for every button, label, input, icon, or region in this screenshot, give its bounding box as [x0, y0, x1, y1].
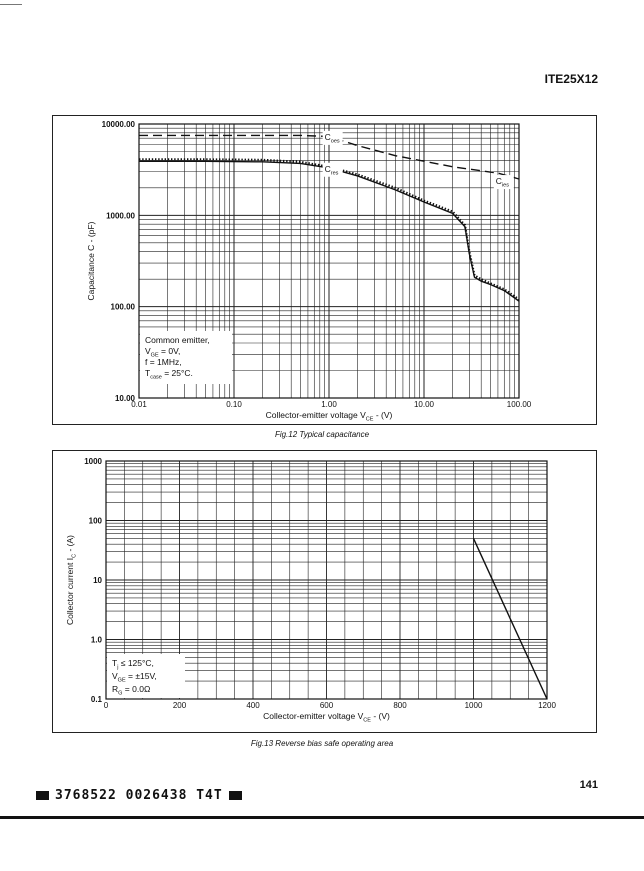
- plot-border: [138, 123, 520, 399]
- part-number: ITE25X12: [544, 72, 598, 86]
- footer-barcode: 3768522 0026438 T4T: [30, 788, 248, 803]
- annotation-line: RG = 0.0Ω: [112, 684, 150, 697]
- grid-lines: [138, 124, 519, 399]
- y-axis-label: Capacitance C - (pF): [86, 221, 96, 300]
- x-tick-label: 600: [320, 701, 334, 710]
- x-tick-label: 100.00: [507, 400, 532, 409]
- series-line-ies: [139, 160, 520, 302]
- bottom-rule: [0, 816, 644, 819]
- x-tick-label: 0.10: [226, 400, 242, 409]
- x-tick-label: 1000: [465, 701, 483, 710]
- x-tick-label: 10.00: [414, 400, 435, 409]
- x-tick-label: 1200: [538, 701, 556, 710]
- annotation-line: VGE = 0V,: [145, 346, 180, 359]
- x-tick-label: 0.01: [131, 400, 147, 409]
- barcode-block-left: [36, 791, 49, 800]
- annotation-line: f = 1MHz,: [145, 357, 182, 367]
- top-edge-mark: [0, 4, 22, 5]
- series-line-oes: [139, 134, 520, 180]
- figure-13-caption: Fig.13 Reverse bias safe operating area: [250, 739, 394, 748]
- y-tick-label: 100: [89, 517, 103, 526]
- series-label-ies: Cies: [496, 176, 509, 189]
- x-tick-label: 1.00: [321, 400, 337, 409]
- barcode-block-right: [228, 791, 242, 800]
- series-label-background: [493, 175, 514, 190]
- capacitance-chart: Common emitter,VGE = 0V,f = 1MHz,Tcase =…: [86, 120, 532, 423]
- page-number: 141: [579, 779, 598, 791]
- series-label-res: Cres: [325, 164, 339, 177]
- y-axis-label: Collector current IC - (A): [65, 535, 78, 625]
- figure-12-caption: Fig.12 Typical capacitance: [274, 430, 370, 439]
- series-line-0: [472, 538, 548, 700]
- series-label-background: [322, 162, 343, 177]
- annotation-background: [140, 331, 232, 384]
- y-tick-label: 1.0: [91, 636, 103, 645]
- rbsoa-chart: Tj ≤ 125°C,VGE = ±15V,RG = 0.0Ω0 200 400 60…: [65, 457, 556, 724]
- x-axis-label: Collector-emitter voltage VCE - (V): [263, 711, 390, 724]
- annotation-line: Tj ≤ 125°C,: [112, 658, 154, 671]
- series-label-oes: Coes: [325, 132, 340, 145]
- footer-code: 3768522 0026438 T4T: [55, 788, 223, 803]
- series-label-background: [322, 130, 343, 145]
- y-tick-label: 1000.00: [106, 211, 135, 220]
- annotation-line: VGE = ±15V,: [112, 671, 157, 684]
- annotation-line: Tcase = 25°C.: [145, 368, 193, 381]
- x-tick-label: 0: [104, 701, 109, 710]
- x-tick-label: 800: [393, 701, 407, 710]
- capacitance-chart-frame: Common emitter, VGE = 0V, f = 1MHz, Tcase =…: [52, 115, 597, 425]
- y-tick-label: 10.00: [115, 394, 136, 403]
- rbsoa-chart-frame: Tj ≤ 125°C, VGE = ±15V, RG = 0.0Ω 0 200 400 60…: [52, 450, 597, 733]
- y-tick-label: 0.1: [91, 695, 103, 704]
- y-tick-label: 10: [93, 576, 102, 585]
- y-tick-label: 1000: [84, 457, 102, 466]
- series-line-res: [139, 158, 520, 301]
- y-tick-label: 100.00: [111, 303, 136, 312]
- x-tick-label: 400: [246, 701, 260, 710]
- annotation-line: Common emitter,: [145, 335, 210, 345]
- annotation-background: [107, 654, 185, 698]
- plot-border: [105, 460, 548, 700]
- x-axis-label: Collector-emitter voltage VCE - (V): [266, 410, 393, 423]
- y-tick-label: 10000.00: [102, 120, 136, 129]
- x-tick-label: 200: [173, 701, 187, 710]
